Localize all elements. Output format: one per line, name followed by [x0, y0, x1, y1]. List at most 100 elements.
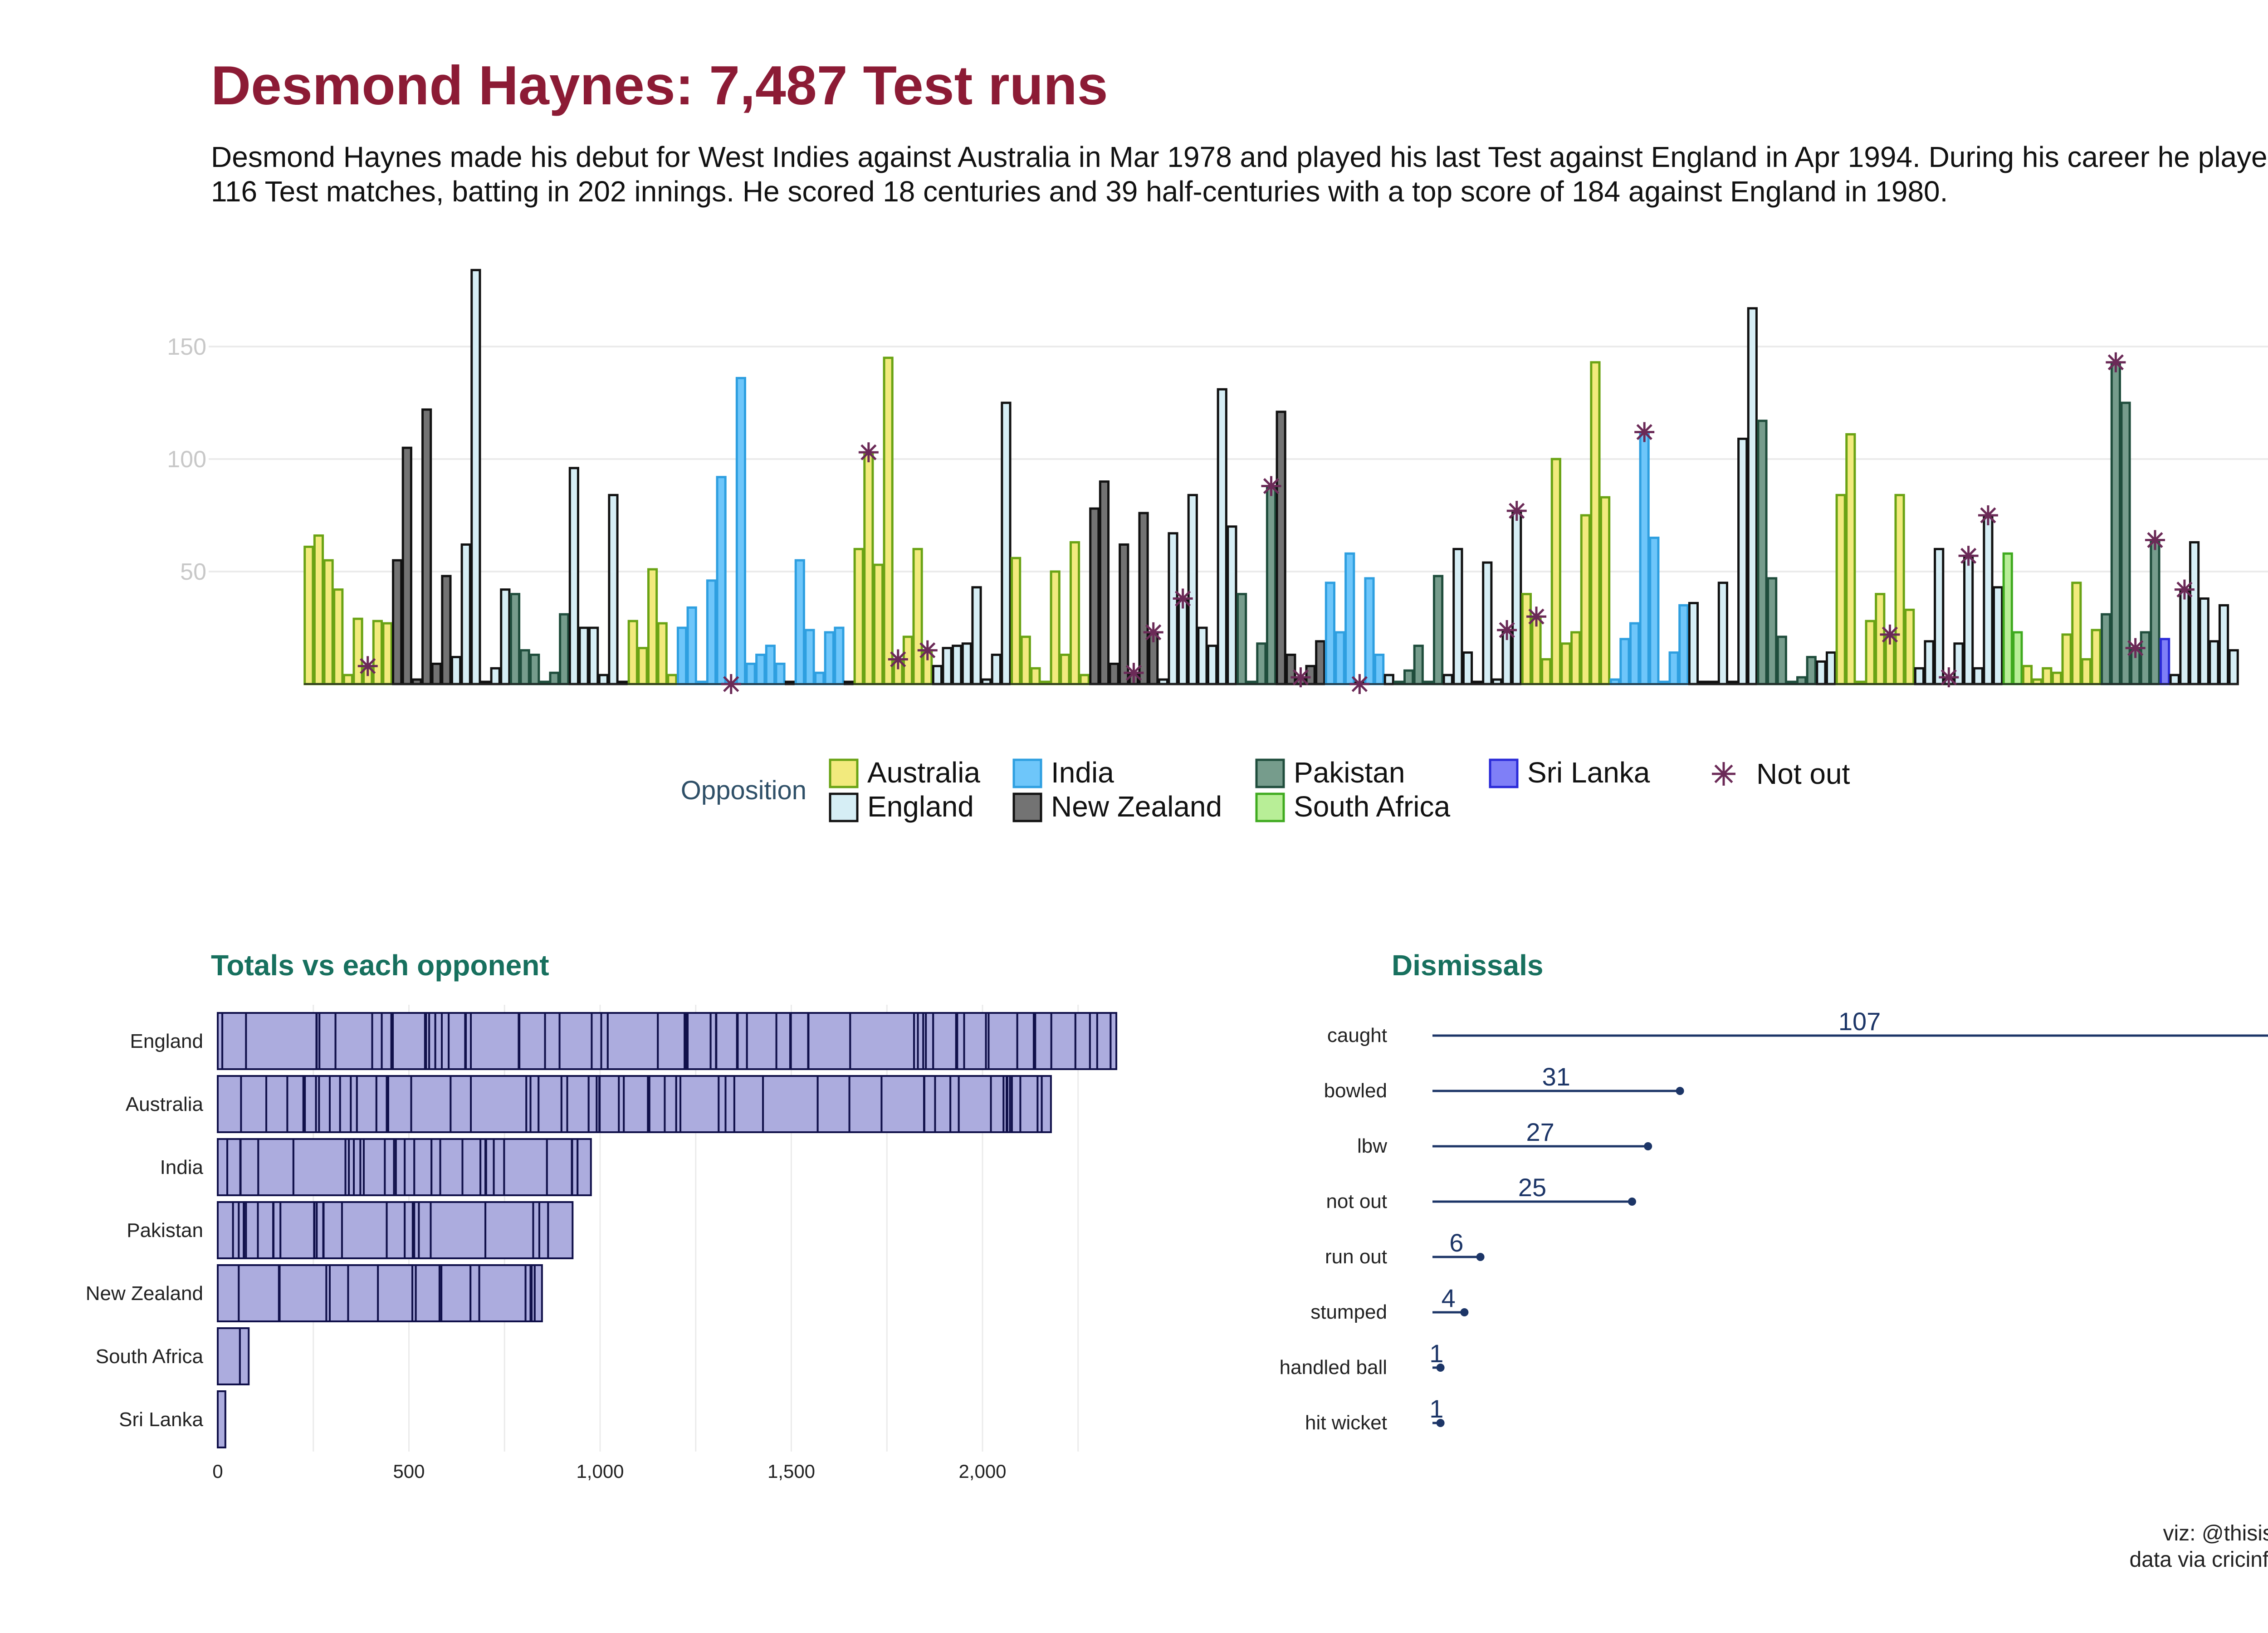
- totals-segment: [240, 1075, 268, 1133]
- innings-bar: [745, 662, 756, 685]
- innings-bar: [1462, 651, 1473, 685]
- innings-bar: [883, 357, 894, 685]
- innings-bar: [333, 588, 344, 685]
- totals-segment: [440, 1264, 472, 1322]
- innings-bar: [421, 408, 432, 685]
- innings-bar: [323, 559, 334, 685]
- innings-bar: [1138, 512, 1149, 685]
- innings-bar: [686, 606, 697, 685]
- innings-bar: [1737, 437, 1748, 685]
- totals-segment: [221, 1012, 247, 1070]
- innings-bar: [431, 662, 442, 685]
- innings-bar: [1531, 615, 1542, 685]
- innings-bar: [1963, 554, 1974, 685]
- innings-bar: [441, 575, 452, 685]
- totals-segment: [440, 1012, 450, 1070]
- innings-bar: [1344, 552, 1355, 685]
- totals-segment: [925, 1012, 934, 1070]
- not-out-marker: [1349, 674, 1370, 694]
- totals-segment: [318, 1012, 337, 1070]
- dismissal-value-label: 6: [1449, 1228, 1463, 1257]
- innings-bar: [392, 559, 403, 685]
- innings-bar: [775, 662, 786, 685]
- innings-bar: [608, 494, 619, 685]
- innings-bar: [2101, 613, 2112, 685]
- innings-bar: [1521, 593, 1532, 685]
- totals-segment: [478, 1264, 527, 1322]
- totals-segment: [318, 1075, 331, 1133]
- totals-segment: [217, 1390, 226, 1448]
- totals-segment: [353, 1138, 362, 1196]
- legend-swatch: [829, 758, 859, 788]
- innings-bar: [1816, 660, 1827, 685]
- totals-segment: [1041, 1075, 1052, 1133]
- innings-bar: [1119, 543, 1129, 685]
- totals-segment: [532, 1201, 540, 1259]
- dismissal-dot: [1628, 1198, 1636, 1206]
- totals-segment: [657, 1012, 686, 1070]
- totals-segment: [257, 1201, 274, 1259]
- totals-segment: [461, 1138, 482, 1196]
- not-out-marker: [1526, 606, 1547, 627]
- dismissal-value-label: 1: [1429, 1339, 1443, 1368]
- dismissal-value-label: 31: [1542, 1062, 1570, 1091]
- totals-segment: [546, 1138, 573, 1196]
- innings-bar: [1099, 480, 1110, 685]
- innings-bar: [1325, 582, 1335, 685]
- totals-segment: [413, 1138, 433, 1196]
- innings-bar: [873, 563, 884, 685]
- innings-bar: [1079, 674, 1090, 685]
- totals-segment: [430, 1138, 441, 1196]
- legend-swatch: [1255, 758, 1285, 788]
- innings-bar: [2071, 582, 2082, 685]
- innings-bar: [1776, 636, 1787, 685]
- innings-bar: [1717, 582, 1728, 685]
- innings-bar: [549, 671, 560, 685]
- totals-segment: [1074, 1012, 1091, 1070]
- totals-segment: [448, 1012, 466, 1070]
- dismissal-category-label: caught: [1327, 1024, 1387, 1046]
- innings-bar: [667, 674, 678, 685]
- innings-bar: [912, 548, 923, 685]
- totals-segment: [386, 1201, 406, 1259]
- totals-segment: [392, 1012, 426, 1070]
- innings-bar: [863, 451, 874, 685]
- totals-segment: [849, 1012, 915, 1070]
- legend-label: England: [867, 790, 974, 823]
- innings-bar: [804, 629, 815, 685]
- totals-segment: [245, 1201, 259, 1259]
- dismissals-title: Dismissals: [1392, 949, 1543, 982]
- not-out-marker: [2145, 530, 2165, 550]
- totals-segment: [718, 1075, 727, 1133]
- dismissal-value-label: 4: [1442, 1284, 1456, 1312]
- dismissal-category-label: stumped: [1310, 1301, 1387, 1323]
- legend-label: Pakistan: [1294, 756, 1405, 789]
- not-out-marker: [2174, 579, 2195, 600]
- totals-segment: [377, 1264, 414, 1322]
- totals-segment: [1089, 1012, 1098, 1070]
- legend-swatch: [829, 792, 859, 822]
- innings-bar: [814, 671, 825, 685]
- dismissal-dot: [1476, 1253, 1485, 1261]
- innings-bar: [1619, 638, 1630, 685]
- totals-segment: [790, 1012, 809, 1070]
- innings-bar: [1678, 604, 1689, 685]
- innings-bar: [834, 626, 845, 685]
- totals-segment: [529, 1075, 540, 1133]
- innings-bar: [1629, 622, 1640, 685]
- not-out-marker: [1958, 546, 1979, 566]
- totals-segment: [279, 1264, 327, 1322]
- totals-segment: [341, 1201, 388, 1259]
- page-subtitle: Desmond Haynes made his debut for West I…: [211, 141, 2268, 208]
- innings-bars: [303, 269, 2239, 685]
- innings-bar: [1570, 631, 1581, 685]
- innings-bar: [1256, 642, 1267, 685]
- not-out-marker: [888, 649, 908, 670]
- dismissal-value-label: 25: [1518, 1173, 1546, 1202]
- legend-label: India: [1051, 756, 1114, 789]
- innings-bar: [2218, 604, 2229, 685]
- legend-title: Opposition: [681, 776, 807, 805]
- totals-segment: [395, 1138, 406, 1196]
- innings-bar: [2140, 631, 2151, 685]
